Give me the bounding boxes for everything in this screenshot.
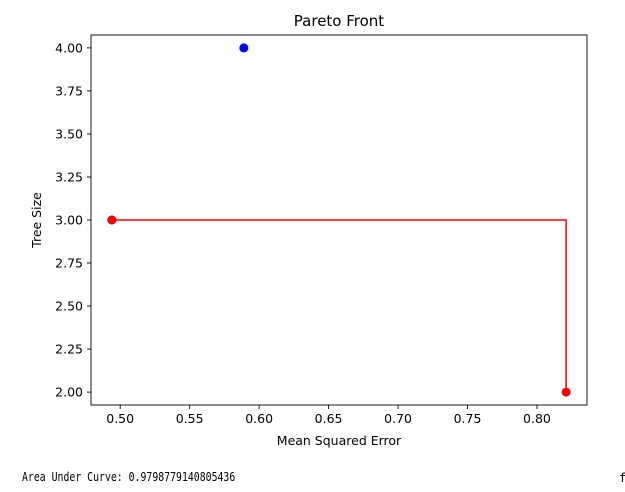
pareto-step-line [111, 219, 567, 393]
y-axis-label: Tree Size [29, 192, 44, 249]
y-tick-label: 4.00 [55, 40, 83, 55]
x-tick-label: 0.60 [245, 411, 273, 426]
text-layer: 0.50 0.55 0.60 0.65 0.70 0.75 0.80 2.00 2.25 2.50… [29, 12, 551, 448]
y-tick-label: 2.00 [55, 385, 83, 400]
x-tick-label: 0.55 [176, 411, 204, 426]
corner-glyph: f [619, 471, 625, 485]
x-tick-label: 0.80 [523, 411, 551, 426]
y-tick-label: 2.25 [55, 342, 83, 357]
x-tick-label: 0.50 [106, 411, 134, 426]
pareto-point [107, 215, 117, 225]
x-tick-label: 0.75 [454, 411, 482, 426]
axes-layer [87, 34, 588, 409]
y-tick-label: 2.75 [55, 256, 83, 271]
area-under-curve-text: Area Under Curve: 0.9798779140805436 [22, 470, 236, 484]
series-layer [107, 43, 571, 397]
y-tick-label: 3.25 [55, 169, 83, 184]
chart-title: Pareto Front [294, 12, 385, 30]
pareto-point [561, 387, 571, 397]
y-tick-label: 2.50 [55, 299, 83, 314]
x-tick-label: 0.65 [315, 411, 343, 426]
y-tick-label: 3.00 [55, 213, 83, 228]
x-axis-label: Mean Squared Error [277, 433, 402, 448]
candidate-point [239, 43, 249, 53]
x-tick-label: 0.70 [384, 411, 412, 426]
y-tick-label: 3.75 [55, 83, 83, 98]
y-tick-label: 3.50 [55, 126, 83, 141]
